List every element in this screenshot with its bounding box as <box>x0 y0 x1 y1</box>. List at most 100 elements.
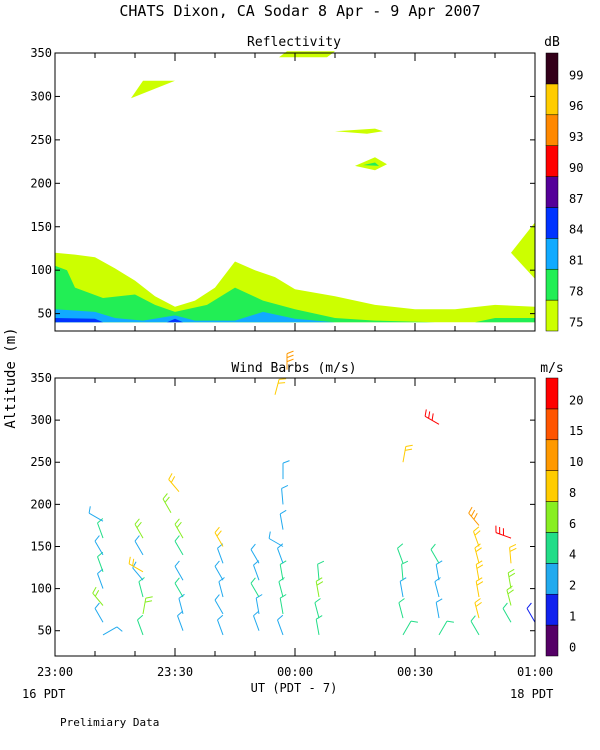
wind-barb <box>97 518 104 539</box>
figure-title: CHATS Dixon, CA Sodar 8 Apr - 9 Apr 2007 <box>119 2 480 20</box>
wind-barb <box>430 543 440 564</box>
y-axis-label: Altitude (m) <box>3 327 19 428</box>
wind-barb <box>177 610 184 631</box>
contour-region-75 <box>511 222 535 279</box>
x-tick-label: 01:00 <box>517 665 553 679</box>
y-tick-label: 350 <box>30 46 52 60</box>
x-tick-label: 00:30 <box>397 665 433 679</box>
colorbar-swatch <box>545 501 559 533</box>
wind-title: Wind Barbs (m/s) <box>231 361 356 376</box>
y-tick-label: 300 <box>30 89 52 103</box>
colorbar-swatch <box>545 114 559 146</box>
wind-barb <box>92 586 104 606</box>
reflectivity-colorbar-unit: dB <box>544 35 560 50</box>
wind-barb <box>279 509 287 530</box>
wind-barb <box>174 535 184 556</box>
wind-barb <box>502 602 512 623</box>
wind-colorbar: 0 1 2 4 6 8 10 15 20 <box>545 377 583 657</box>
wind-barb <box>134 518 144 539</box>
colorbar-swatch <box>545 532 559 564</box>
wind-barb <box>315 577 324 598</box>
wind-barb <box>214 594 224 615</box>
colorbar-label: 15 <box>569 424 583 438</box>
y-tick-label: 150 <box>30 220 52 234</box>
colorbar-label: 6 <box>569 517 576 531</box>
colorbar-label: 20 <box>569 393 583 407</box>
colorbar-label: 8 <box>569 486 576 500</box>
wind-barb <box>274 378 287 395</box>
wind-barb <box>94 602 104 623</box>
colorbar-swatch <box>545 470 559 502</box>
wind-barb <box>314 598 321 619</box>
wind-frame <box>54 377 536 657</box>
colorbar-swatch <box>545 563 559 595</box>
colorbar-label: 87 <box>569 192 583 206</box>
wind-barb <box>142 596 153 614</box>
colorbar-label: 78 <box>569 284 583 298</box>
wind-barb <box>398 598 405 619</box>
wind-barb <box>217 543 224 564</box>
colorbar-label: 90 <box>569 161 583 175</box>
y-tick-label: 350 <box>30 371 52 385</box>
contour-region-81 <box>55 309 335 323</box>
y-tick-label: 100 <box>30 582 52 596</box>
colorbar-label: 4 <box>569 548 576 562</box>
contour-region-75 <box>131 80 175 99</box>
wind-barb <box>281 484 289 505</box>
wind-barb <box>250 577 260 598</box>
y-tick-label: 100 <box>30 263 52 277</box>
wind-barb <box>397 543 404 564</box>
reflectivity-contours <box>55 51 535 323</box>
y-tick-label: 50 <box>38 624 52 638</box>
wind-barb <box>438 620 454 636</box>
wind-barb <box>399 577 407 598</box>
colorbar-swatch <box>545 83 559 116</box>
contour-region-75 <box>279 51 335 58</box>
x-axis-label: UT (PDT - 7) <box>251 681 338 695</box>
footnote: Prelimiary Data <box>60 716 159 729</box>
wind-barb <box>138 577 145 598</box>
reflectivity-colorbar: 75 78 81 84 87 90 93 96 99 <box>545 52 583 332</box>
wind-barb <box>88 506 104 522</box>
colorbar-label: 99 <box>569 68 583 82</box>
wind-colorbar-unit: m/s <box>540 361 563 376</box>
footer-left: 16 PDT <box>22 687 65 701</box>
wind-barb <box>278 577 285 598</box>
wind-barb <box>137 614 144 636</box>
wind-barb <box>473 526 481 547</box>
x-tick-label: 23:00 <box>37 665 73 679</box>
wind-barb <box>424 409 440 425</box>
y-tick-label: 250 <box>30 455 52 469</box>
wind-barb <box>214 526 224 547</box>
wind-axes: 50 100 150 200 250 300 350 23:00 23:30 00:00 00:30… <box>30 371 553 679</box>
wind-barb <box>168 473 180 493</box>
wind-barb <box>128 556 144 573</box>
colorbar-swatch <box>545 299 559 332</box>
contour-region-78 <box>363 162 379 166</box>
wind-barb <box>474 543 482 564</box>
footer-right: 18 PDT <box>510 687 553 701</box>
wind-barb <box>507 568 516 589</box>
contour-region-84 <box>55 318 183 323</box>
wind-barb <box>402 620 418 636</box>
wind-barb <box>174 560 184 581</box>
wind-barb <box>94 535 104 556</box>
wind-barb <box>435 560 443 581</box>
colorbar-label: 10 <box>569 455 583 469</box>
wind-barb <box>435 598 443 619</box>
colorbar-label: 75 <box>569 315 583 329</box>
y-tick-label: 150 <box>30 539 52 553</box>
wind-barb <box>255 594 263 614</box>
colorbar-swatch <box>545 176 559 208</box>
colorbar-swatch <box>545 408 559 441</box>
wind-barb <box>102 626 123 636</box>
colorbar-swatch <box>545 145 559 177</box>
wind-barb <box>134 535 144 556</box>
wind-barb <box>217 614 224 636</box>
y-tick-label: 200 <box>30 176 52 190</box>
colorbar-label: 84 <box>569 223 583 237</box>
wind-barb <box>218 577 225 598</box>
colorbar-swatch <box>545 207 559 239</box>
wind-barb <box>97 551 104 572</box>
